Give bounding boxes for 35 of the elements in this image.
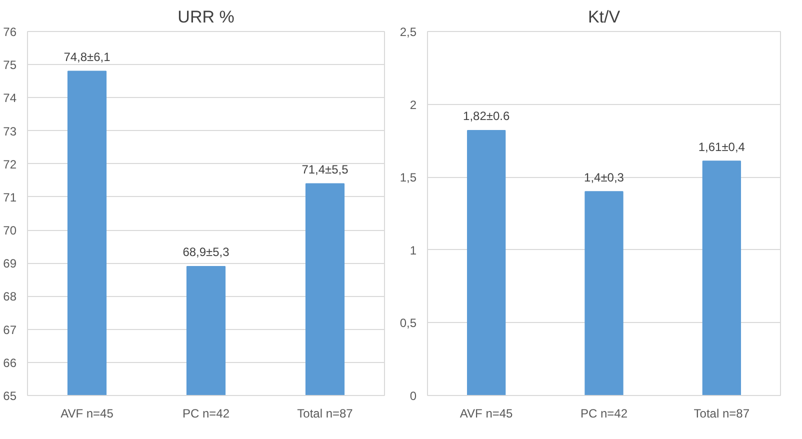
y-tick-label: 0,5 bbox=[400, 316, 417, 330]
y-tick-label: 1,5 bbox=[400, 170, 417, 185]
y-tick-label: 69 bbox=[3, 256, 17, 271]
y-tick-label: 1 bbox=[410, 243, 417, 258]
chart-title: Kt/V bbox=[588, 8, 621, 26]
data-label: 1,61±0,4 bbox=[698, 140, 746, 154]
data-label: 74,8±6,1 bbox=[64, 50, 111, 64]
y-tick-label: 76 bbox=[3, 25, 17, 39]
y-tick-label: 75 bbox=[3, 58, 17, 72]
bar bbox=[584, 191, 624, 396]
bar bbox=[702, 160, 741, 396]
x-tick-label: Total n=87 bbox=[694, 406, 750, 420]
y-tick-label: 73 bbox=[3, 124, 17, 138]
data-label: 1,4±0,3 bbox=[584, 170, 624, 184]
data-label: 71,4±5,5 bbox=[302, 162, 349, 176]
y-tick-label: 71 bbox=[3, 190, 17, 204]
y-tick-label: 74 bbox=[3, 91, 17, 106]
y-tick-label: 0 bbox=[410, 389, 417, 403]
y-tick-label: 2,5 bbox=[400, 25, 417, 39]
data-label: 1,82±0.6 bbox=[463, 109, 510, 124]
y-tick-label: 2 bbox=[410, 98, 417, 112]
y-tick-label: 67 bbox=[3, 322, 17, 337]
bar bbox=[467, 130, 506, 396]
y-tick-label: 70 bbox=[3, 224, 17, 238]
y-tick-label: 66 bbox=[3, 356, 17, 370]
data-label: 68,9±5,3 bbox=[182, 245, 230, 260]
y-tick-label: 72 bbox=[3, 157, 17, 172]
x-tick-label: PC n=42 bbox=[580, 406, 628, 420]
x-tick-label: AVF n=45 bbox=[60, 406, 114, 420]
y-tick-label: 65 bbox=[3, 389, 17, 403]
x-tick-label: Total n=87 bbox=[297, 406, 354, 420]
x-tick-label: AVF n=45 bbox=[460, 406, 514, 420]
chart-title: URR % bbox=[178, 8, 234, 26]
x-tick-label: PC n=42 bbox=[182, 406, 230, 420]
y-tick-label: 68 bbox=[3, 290, 17, 304]
